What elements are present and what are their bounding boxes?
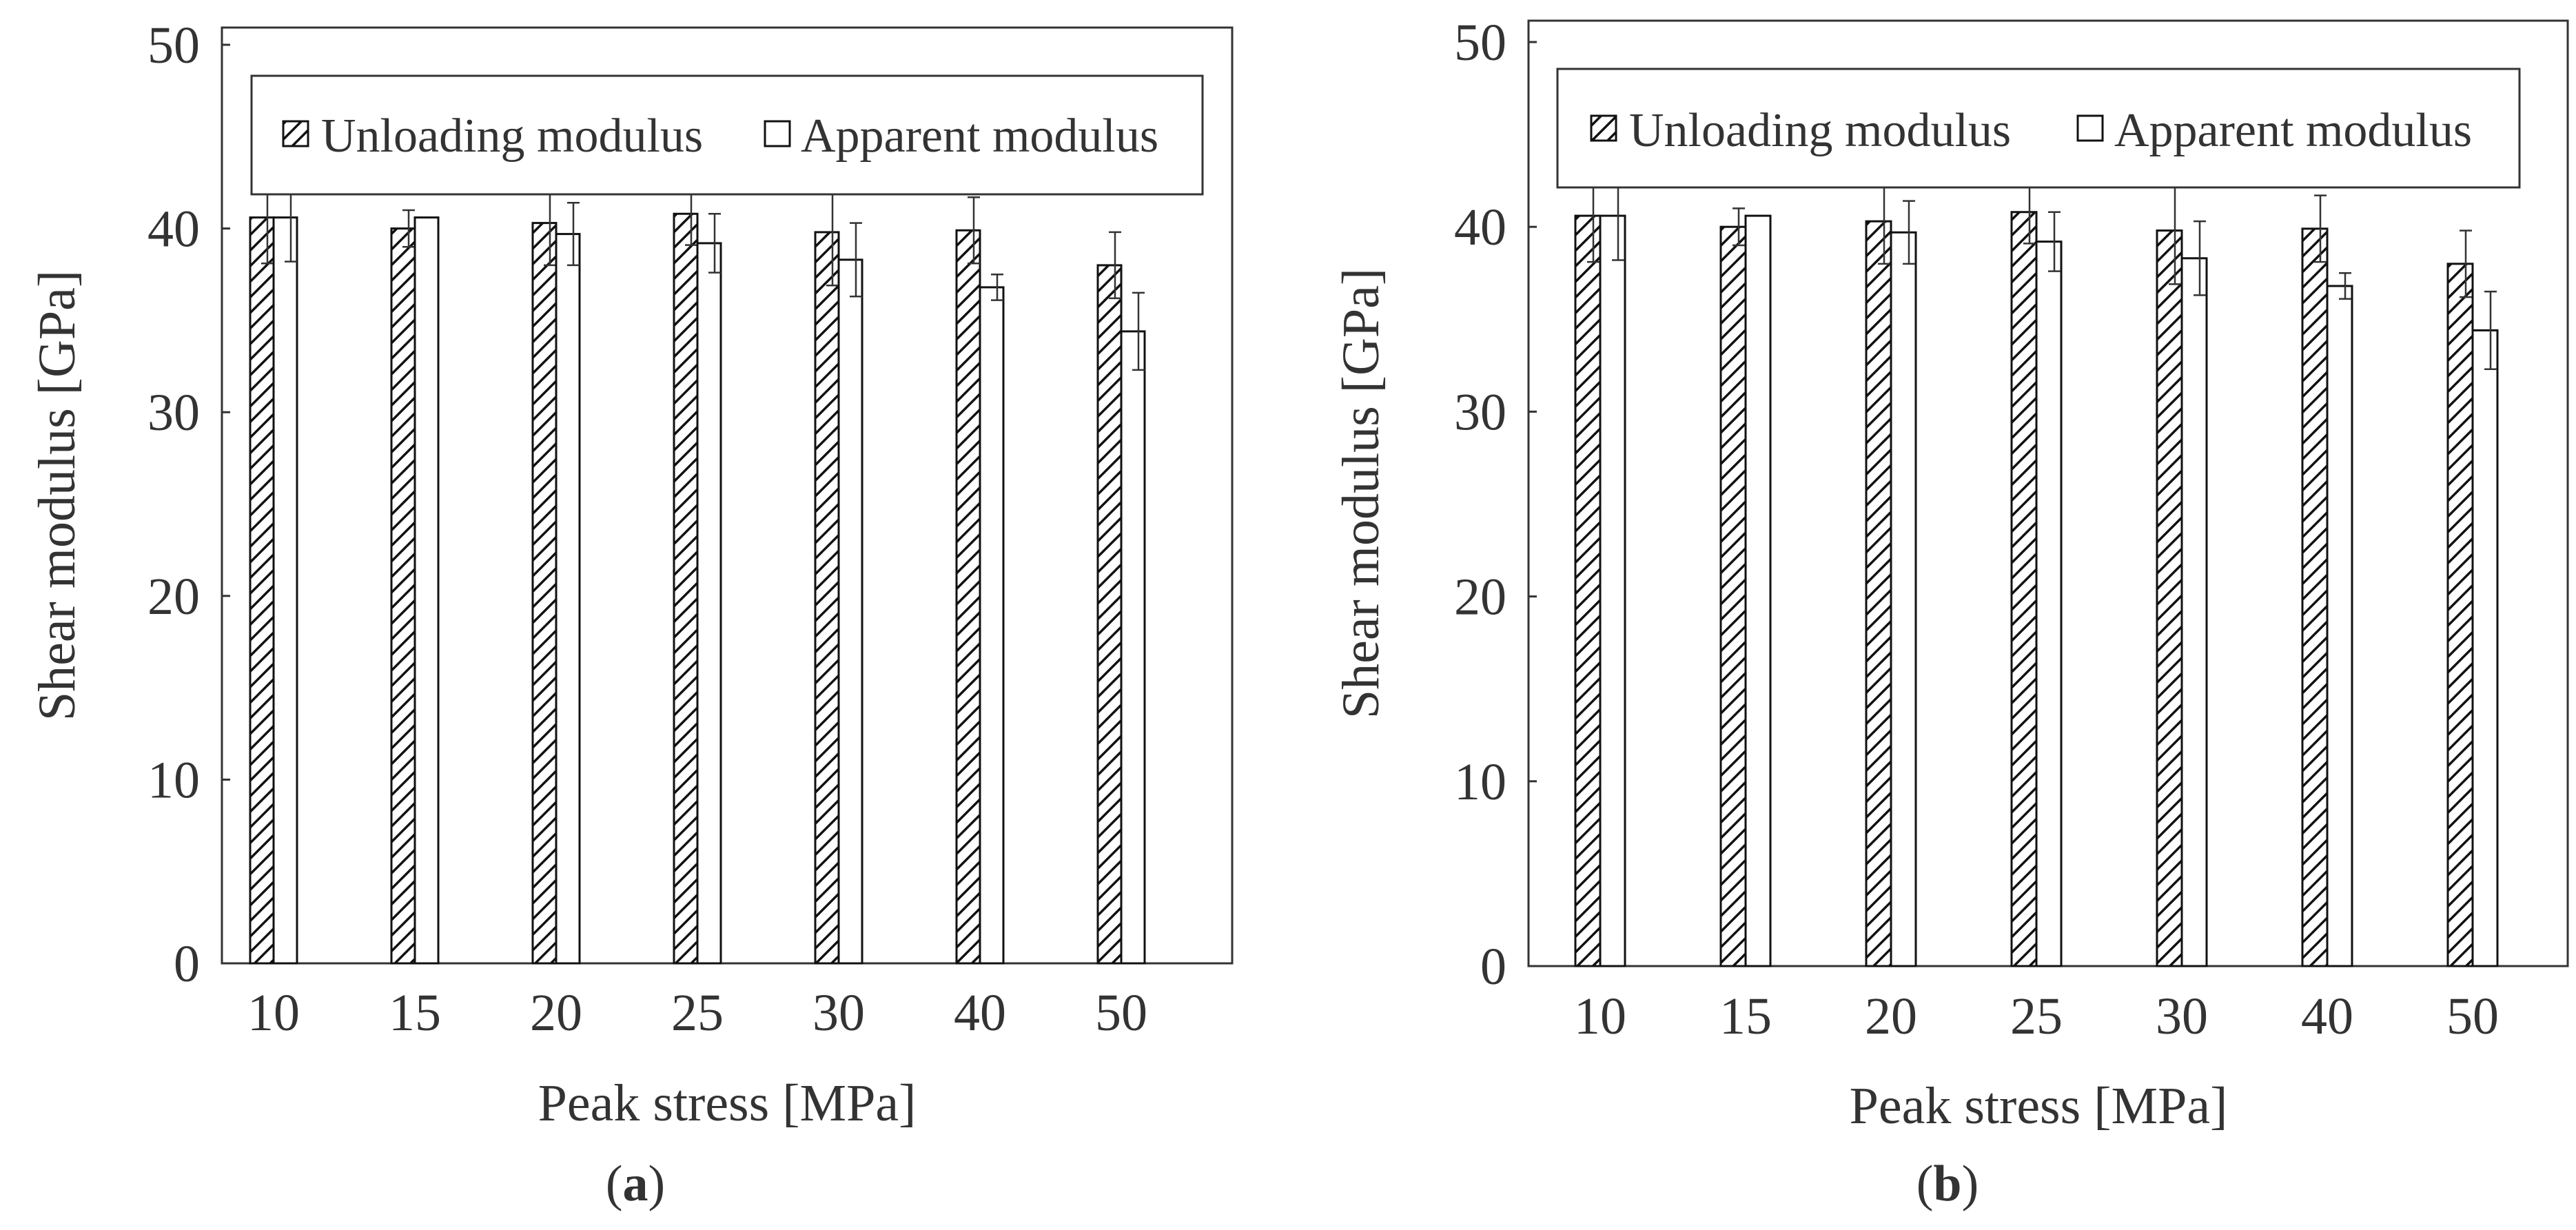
y-axis-title: Shear modulus [GPa] <box>28 270 86 721</box>
legend-swatch-unloading <box>282 120 309 147</box>
y-tick-label: 20 <box>147 568 200 626</box>
panel-b: 0 10 20 30 40 50 10 15 20 25 30 40 50 Unloading mod… <box>1332 14 2569 1212</box>
x-tick-label: 30 <box>812 984 865 1042</box>
bar-unloading-15 <box>390 227 416 965</box>
y-tick-label: 0 <box>1480 938 1506 996</box>
x-ticks: 10 15 20 25 30 40 50 <box>1574 987 2499 1045</box>
bar-apparent-30 <box>2180 257 2208 967</box>
panel-label-a: a <box>623 1156 648 1212</box>
panel-label-b: b <box>1933 1156 1961 1212</box>
legend-swatch-apparent <box>2076 114 2104 142</box>
y-tick-label: 30 <box>1454 383 1506 441</box>
x-tick-label: 15 <box>389 984 441 1042</box>
x-tick-label: 30 <box>2156 987 2208 1045</box>
x-tick-label: 25 <box>2010 987 2063 1045</box>
legend-label-apparent: Apparent modulus <box>2114 104 2472 157</box>
bars <box>1574 168 2499 967</box>
y-tick-label: 20 <box>1454 568 1506 626</box>
bar-apparent-30 <box>837 258 863 965</box>
x-tick-label: 25 <box>671 984 724 1042</box>
legend-label-apparent: Apparent modulus <box>801 110 1158 163</box>
panel-caption-b: (b) <box>1916 1156 1979 1212</box>
legend-swatch-apparent <box>764 120 791 147</box>
y-axis-title: Shear modulus [GPa] <box>1332 268 1390 719</box>
bar-unloading-40 <box>2301 227 2329 967</box>
bar-unloading-10 <box>1574 214 1602 967</box>
x-tick-label: 15 <box>1719 987 1772 1045</box>
bar-unloading-50 <box>2446 263 2474 967</box>
y-tick-label: 0 <box>174 935 200 993</box>
bar-unloading-30 <box>814 231 840 965</box>
y-tick-label: 50 <box>1454 14 1506 72</box>
y-tick-label: 40 <box>147 201 200 258</box>
x-tick-label: 50 <box>1095 984 1147 1042</box>
bar-unloading-50 <box>1096 264 1123 965</box>
x-tick-label: 10 <box>1574 987 1626 1045</box>
bar-apparent-40 <box>2326 285 2353 967</box>
bar-apparent-10 <box>272 216 298 965</box>
x-tick-label: 10 <box>247 984 300 1042</box>
bar-unloading-30 <box>2156 229 2183 967</box>
bar-apparent-10 <box>1599 214 1626 967</box>
bar-unloading-25 <box>673 212 699 965</box>
y-tick-label: 10 <box>1454 753 1506 811</box>
legend-swatch-unloading <box>1590 114 1617 142</box>
bar-unloading-10 <box>249 216 275 965</box>
bar-apparent-50 <box>2471 329 2499 967</box>
bar-apparent-50 <box>1120 330 1146 965</box>
bar-apparent-25 <box>2035 240 2063 967</box>
legend: Unloading modulus Apparent modulus <box>250 74 1204 196</box>
y-tick-label: 30 <box>147 384 200 442</box>
x-tick-label: 40 <box>2301 987 2353 1045</box>
legend-box <box>1556 68 2521 189</box>
y-ticks: 0 10 20 30 40 50 <box>147 17 230 993</box>
y-tick-label: 10 <box>147 751 200 809</box>
bar-apparent-25 <box>696 242 722 965</box>
legend-label-unloading: Unloading modulus <box>321 110 703 163</box>
legend-box <box>250 74 1204 196</box>
x-tick-label: 50 <box>2446 987 2499 1045</box>
x-axis-title: Peak stress [MPa] <box>538 1074 917 1132</box>
y-ticks: 0 10 20 30 40 50 <box>1454 14 1537 996</box>
y-tick-label: 50 <box>147 17 200 74</box>
x-tick-label: 40 <box>954 984 1006 1042</box>
bar-apparent-15 <box>413 216 440 965</box>
x-tick-label: 20 <box>1865 987 1917 1045</box>
x-ticks: 10 15 20 25 30 40 50 <box>247 984 1147 1042</box>
bar-unloading-15 <box>1719 225 1747 967</box>
bar-apparent-15 <box>1744 214 1772 967</box>
bars <box>249 170 1146 965</box>
bar-apparent-40 <box>979 286 1005 965</box>
bar-unloading-20 <box>1865 220 1892 967</box>
x-tick-label: 20 <box>530 984 582 1042</box>
legend-label-unloading: Unloading modulus <box>1629 104 2011 157</box>
panel-a: 0 10 20 30 40 50 10 15 20 25 30 40 50 Unloading mod… <box>28 17 1234 1212</box>
x-axis-title: Peak stress [MPa] <box>1850 1077 2228 1135</box>
bar-apparent-20 <box>555 233 581 965</box>
panel-caption-a: (a) <box>606 1156 665 1212</box>
bar-unloading-25 <box>2010 211 2038 967</box>
y-tick-label: 40 <box>1454 198 1506 256</box>
bar-unloading-40 <box>955 229 981 965</box>
bar-apparent-20 <box>1890 231 1917 967</box>
legend: Unloading modulus Apparent modulus <box>1556 68 2521 189</box>
bar-unloading-20 <box>531 222 558 965</box>
